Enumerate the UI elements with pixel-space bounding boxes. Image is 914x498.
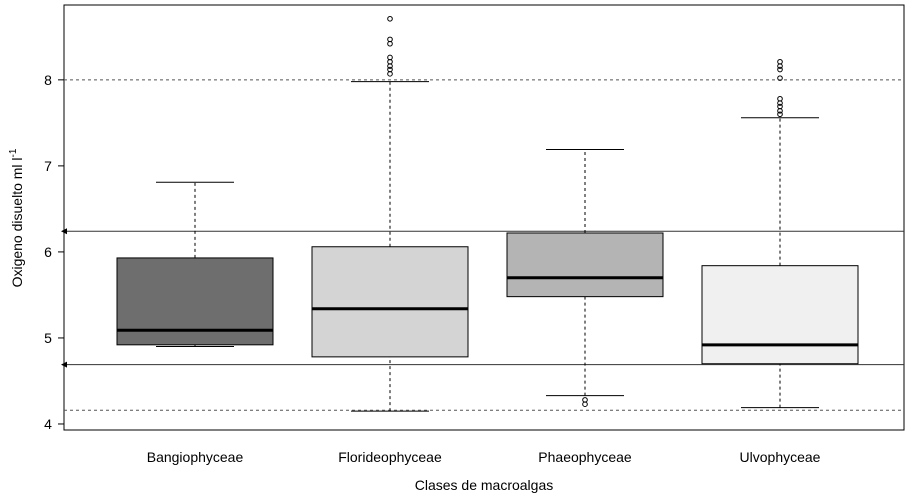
outlier (387, 71, 393, 77)
x-tick-label: Bangiophyceae (147, 449, 244, 465)
y-tick-label: 7 (44, 158, 52, 174)
y-tick-label: 4 (44, 416, 52, 432)
outlier (777, 63, 783, 69)
reference-arrow (61, 228, 67, 235)
outlier (777, 108, 783, 114)
box (116, 257, 274, 346)
box (311, 246, 469, 358)
outlier (387, 15, 393, 22)
plot-frame (63, 4, 905, 431)
outlier (387, 40, 393, 47)
y-axis-label-sup: -1 (8, 148, 19, 157)
y-axis-label: Oxigeno disuelto ml l-1 (8, 148, 25, 287)
box (506, 232, 664, 298)
x-tick-label: Ulvophyceae (740, 449, 821, 465)
y-axis-label-text: Oxigeno disuelto ml l (9, 157, 25, 287)
x-tick-label: Florideophyceae (338, 449, 442, 465)
y-tick-label: 6 (44, 244, 52, 260)
outlier (777, 75, 783, 81)
y-tick-label: 5 (44, 330, 52, 346)
reference-arrow (61, 361, 67, 368)
outlier (777, 66, 783, 73)
y-tick-label: 8 (44, 72, 52, 88)
outlier (777, 100, 783, 106)
box (701, 265, 859, 365)
outlier (582, 401, 588, 407)
x-axis-label: Clases de macroalgas (415, 477, 554, 493)
outlier (387, 63, 393, 69)
outlier (777, 111, 783, 118)
x-tick-label: Phaeophyceae (538, 449, 632, 465)
